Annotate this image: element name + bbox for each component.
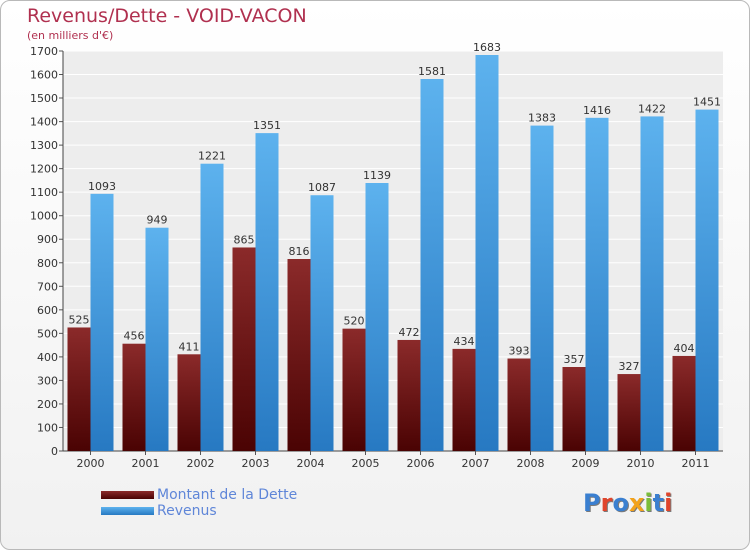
data-label-dette: 865 xyxy=(234,233,255,246)
x-tick-label: 2007 xyxy=(462,457,490,470)
x-tick-label: 2000 xyxy=(77,457,105,470)
data-label-revenus: 1087 xyxy=(308,181,336,194)
legend-swatch-revenus xyxy=(101,507,154,515)
y-tick-label: 1300 xyxy=(30,139,58,152)
bar-revenus xyxy=(145,227,169,451)
data-label-revenus: 1139 xyxy=(363,169,391,182)
y-tick-label: 700 xyxy=(37,280,58,293)
bar-dette xyxy=(67,327,91,451)
data-label-dette: 520 xyxy=(344,315,365,328)
bar-dette xyxy=(617,374,641,451)
data-label-revenus: 1581 xyxy=(418,65,446,78)
proxiti-logo: Proxiti xyxy=(583,489,673,517)
data-label-revenus: 949 xyxy=(147,214,168,227)
bar-dette xyxy=(452,348,476,451)
x-tick-label: 2005 xyxy=(352,457,380,470)
bar-revenus xyxy=(475,55,499,451)
bar-dette xyxy=(342,328,366,451)
bar-revenus xyxy=(640,116,664,451)
y-tick-label: 1400 xyxy=(30,116,58,129)
data-label-revenus: 1451 xyxy=(693,96,721,109)
y-tick-label: 500 xyxy=(37,327,58,340)
y-tick-label: 800 xyxy=(37,257,58,270)
data-label-revenus: 1351 xyxy=(253,119,281,132)
y-tick-label: 600 xyxy=(37,304,58,317)
bar-dette xyxy=(287,259,311,451)
y-tick-label: 1600 xyxy=(30,69,58,82)
y-tick-label: 400 xyxy=(37,351,58,364)
bar-dette xyxy=(397,339,421,451)
bar-dette xyxy=(507,358,531,451)
bar-revenus xyxy=(90,193,114,451)
data-label-dette: 404 xyxy=(674,342,695,355)
data-label-revenus: 1422 xyxy=(638,102,666,115)
data-label-revenus: 1416 xyxy=(583,104,611,117)
data-label-revenus: 1093 xyxy=(88,180,116,193)
x-tick-label: 2002 xyxy=(187,457,215,470)
bar-revenus xyxy=(310,195,334,451)
data-label-dette: 357 xyxy=(564,353,585,366)
data-label-dette: 327 xyxy=(619,360,640,373)
data-label-dette: 411 xyxy=(179,340,200,353)
bar-revenus xyxy=(200,163,224,452)
bar-revenus xyxy=(255,133,279,451)
bar-dette xyxy=(177,354,201,451)
x-tick-label: 2009 xyxy=(572,457,600,470)
data-label-dette: 816 xyxy=(289,245,310,258)
bar-revenus xyxy=(365,183,389,451)
x-tick-label: 2003 xyxy=(242,457,270,470)
x-tick-label: 2001 xyxy=(132,457,160,470)
y-tick-label: 1700 xyxy=(30,45,58,58)
x-tick-label: 2010 xyxy=(627,457,655,470)
legend-label-revenus: Revenus xyxy=(157,503,217,519)
bar-revenus xyxy=(585,117,609,451)
data-label-revenus: 1683 xyxy=(473,41,501,54)
data-label-revenus: 1383 xyxy=(528,112,556,125)
chart-title: Revenus/Dette - VOID-VACON xyxy=(27,5,307,27)
data-label-dette: 525 xyxy=(69,313,90,326)
y-tick-label: 1000 xyxy=(30,210,58,223)
bar-dette xyxy=(562,367,586,451)
y-tick-label: 1100 xyxy=(30,186,58,199)
bar-revenus xyxy=(695,109,719,452)
y-tick-label: 1200 xyxy=(30,163,58,176)
bar-revenus xyxy=(530,125,554,452)
bar-revenus xyxy=(420,79,444,451)
bar-dette xyxy=(672,355,696,451)
data-label-dette: 472 xyxy=(399,326,420,339)
data-label-revenus: 1221 xyxy=(198,150,226,163)
bar-dette xyxy=(232,247,256,451)
x-tick-label: 2011 xyxy=(682,457,710,470)
chart-subtitle: (en milliers d'€) xyxy=(27,29,114,42)
x-tick-label: 2004 xyxy=(297,457,325,470)
y-tick-label: 300 xyxy=(37,374,58,387)
x-tick-label: 2006 xyxy=(407,457,435,470)
legend-swatch-dette xyxy=(101,491,154,499)
y-tick-label: 0 xyxy=(51,445,58,458)
plot-area xyxy=(63,51,723,451)
y-tick-label: 900 xyxy=(37,233,58,246)
y-tick-label: 200 xyxy=(37,398,58,411)
data-label-dette: 434 xyxy=(454,335,475,348)
bar-dette xyxy=(122,343,146,451)
data-label-dette: 456 xyxy=(124,330,145,343)
y-tick-label: 1500 xyxy=(30,92,58,105)
x-tick-label: 2008 xyxy=(517,457,545,470)
data-label-dette: 393 xyxy=(509,345,530,358)
legend-label-dette: Montant de la Dette xyxy=(157,487,298,503)
y-tick-label: 100 xyxy=(37,421,58,434)
